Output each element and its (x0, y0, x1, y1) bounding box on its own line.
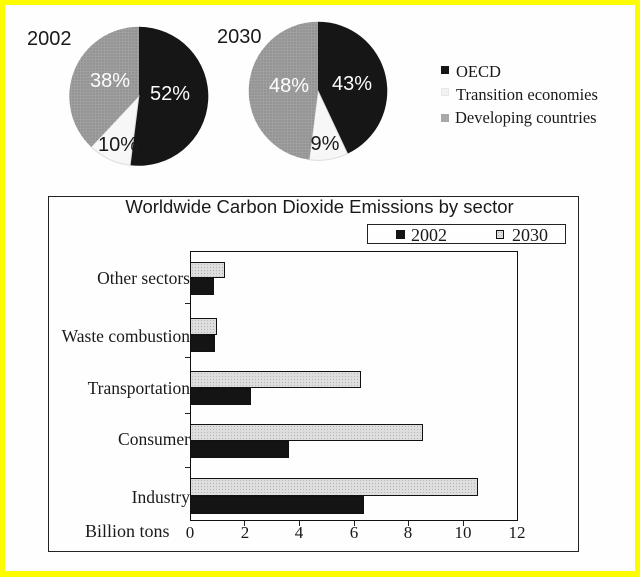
svg-text:9%: 9% (311, 133, 340, 155)
svg-text:52%: 52% (150, 83, 190, 105)
svg-text:38%: 38% (90, 70, 130, 92)
svg-text:48%: 48% (269, 75, 309, 97)
svg-text:43%: 43% (332, 73, 372, 95)
svg-text:10%: 10% (98, 134, 138, 156)
